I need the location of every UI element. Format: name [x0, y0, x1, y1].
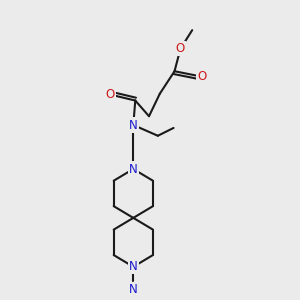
- Text: N: N: [129, 118, 138, 131]
- Text: O: O: [176, 42, 185, 55]
- Text: N: N: [129, 260, 138, 273]
- Text: N: N: [129, 163, 138, 176]
- Text: N: N: [129, 283, 138, 296]
- Text: O: O: [105, 88, 114, 101]
- Text: O: O: [197, 70, 207, 83]
